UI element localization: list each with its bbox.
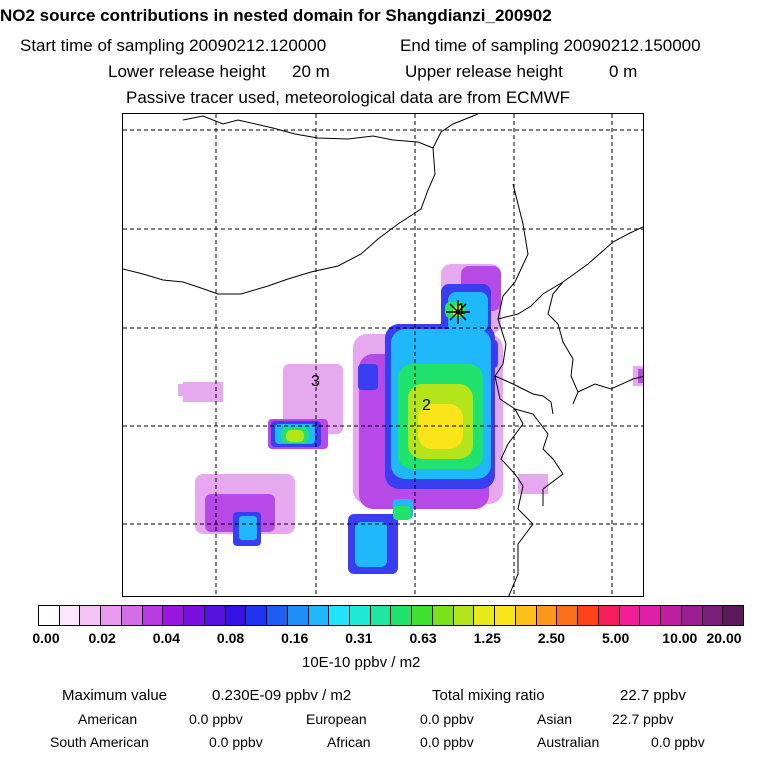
marker-label-1: 1 (457, 301, 466, 318)
colorbar-tick-label: 0.08 (216, 630, 245, 646)
map-grid (123, 114, 643, 596)
colorbar-swatch (723, 606, 743, 625)
region-australian-label: Australian (537, 734, 600, 750)
colorbar-swatch (391, 606, 413, 625)
chart-title: NO2 source contributions in nested domai… (0, 6, 552, 25)
lower-release-value: 20 m (292, 62, 330, 81)
colorbar-swatch (640, 606, 662, 625)
country-borders (123, 114, 643, 596)
region-asian-value: 22.7 ppbv (612, 711, 674, 727)
asterisk-star-icon (446, 300, 470, 324)
upper-release-value: 0 m (609, 62, 638, 81)
colorbar-swatch (453, 606, 475, 625)
start-time-label: Start time of sampling 20090212.120000 (20, 36, 327, 55)
colorbar (38, 605, 744, 626)
colorbar-swatch (536, 606, 558, 625)
colorbar-swatch (163, 606, 185, 625)
max-value-label: Maximum value (62, 687, 168, 704)
colorbar-tick-label: 5.00 (602, 630, 630, 646)
colorbar-swatch (598, 606, 620, 625)
colorbar-swatch (619, 606, 641, 625)
colorbar-swatch (350, 606, 371, 625)
colorbar-tick-label: 2.50 (537, 630, 566, 646)
colorbar-swatch (432, 606, 454, 625)
colorbar-tick-label: 0.04 (152, 630, 180, 646)
tracer-note: Passive tracer used, meteorological data… (126, 88, 571, 107)
colorbar-swatch (101, 606, 122, 625)
region-south-american-value: 0.0 ppbv (209, 734, 263, 750)
map-panel: 3 2 1 (122, 113, 644, 597)
colorbar-tick-label: 0.16 (281, 630, 309, 646)
colorbar-swatch (246, 606, 268, 625)
colorbar-swatch (702, 606, 724, 625)
colorbar-swatch (557, 606, 579, 625)
colorbar-swatch (661, 606, 682, 625)
colorbar-units: 10E-10 ppbv / m2 (302, 654, 421, 671)
total-mixing-label: Total mixing ratio (432, 687, 545, 704)
map-canvas: 3 2 1 (123, 114, 643, 596)
region-australian-value: 0.0 ppbv (651, 734, 705, 750)
concentration-plume (178, 264, 643, 574)
colorbar-tick-label: 0.63 (409, 630, 437, 646)
colorbar-swatch (287, 606, 309, 625)
colorbar-swatch (80, 606, 102, 625)
region-african-label: African (327, 734, 371, 750)
colorbar-swatch (495, 606, 516, 625)
colorbar-swatch (412, 606, 433, 625)
marker-label-2: 2 (422, 397, 431, 414)
colorbar-swatch (39, 606, 60, 625)
colorbar-swatch (370, 606, 392, 625)
region-asian-label: Asian (537, 711, 573, 727)
colorbar-swatch (142, 606, 164, 625)
region-south-american-label: South American (50, 734, 149, 750)
colorbar-tick-label: 1.25 (473, 630, 501, 646)
region-american-label: American (78, 711, 138, 727)
region-european-label: European (306, 711, 367, 727)
lower-release-label: Lower release height (108, 62, 266, 81)
colorbar-swatch (681, 606, 703, 625)
colorbar-swatch (515, 606, 537, 625)
colorbar-swatch (267, 606, 288, 625)
colorbar-swatch (59, 606, 81, 625)
colorbar-swatch (578, 606, 599, 625)
colorbar-tick-label: 0.02 (88, 630, 116, 646)
end-time-label: End time of sampling 20090212.150000 (400, 36, 701, 55)
colorbar-tick-label: 20.00 (706, 630, 742, 646)
colorbar-swatch (204, 606, 226, 625)
max-value: 0.230E-09 ppbv / m2 (212, 687, 352, 704)
colorbar-tick-label: 0.31 (345, 630, 373, 646)
colorbar-swatch (121, 606, 143, 625)
colorbar-swatch (329, 606, 351, 625)
total-mixing-value: 22.7 ppbv (620, 687, 686, 704)
region-american-value: 0.0 ppbv (189, 711, 243, 727)
marker-label-3: 3 (311, 373, 320, 390)
colorbar-swatch (308, 606, 330, 625)
colorbar-swatch (184, 606, 205, 625)
colorbar-tick-label: 10.00 (662, 630, 698, 646)
colorbar-tick-label: 0.00 (32, 630, 60, 646)
colorbar-swatch (474, 606, 496, 625)
upper-release-label: Upper release height (405, 62, 563, 81)
colorbar-swatch (225, 606, 247, 625)
region-european-value: 0.0 ppbv (420, 711, 474, 727)
region-african-value: 0.0 ppbv (420, 734, 474, 750)
